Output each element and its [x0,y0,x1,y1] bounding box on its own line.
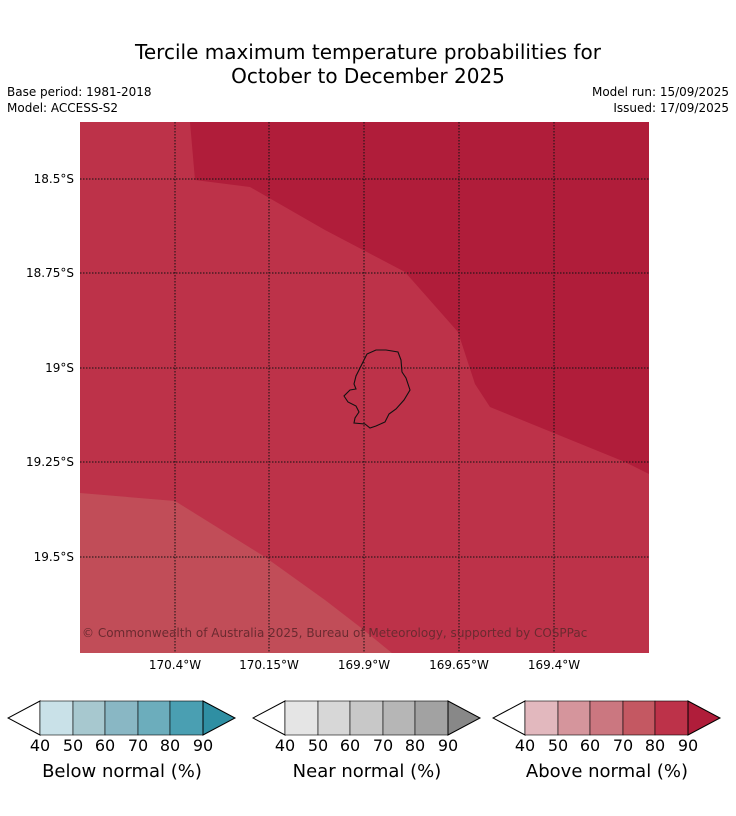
colorbar-above-swatch-0 [524,700,559,736]
colorbar-near-swatch-4 [414,700,449,736]
meta-right: Model run: 15/09/2025 Issued: 17/09/2025 [592,84,729,116]
colorbar-above-tick-90: 90 [677,736,699,755]
colorbar-near-label: Near normal (%) [292,761,442,782]
colorbar-near-tick-70: 70 [372,736,394,755]
map-canvas [80,122,649,653]
colorbar-near-swatch-1 [317,700,351,736]
lat-label-19: 19°S [45,361,74,375]
issued-date: Issued: 17/09/2025 [613,101,729,115]
colorbar-below-normal [7,700,237,736]
colorbar-near-arrow-left [252,700,286,736]
region-above-70 [80,493,392,653]
lat-label-18.5: 18.5°S [33,172,74,186]
lon-label-169.65: 169.65°W [429,658,489,672]
lon-label-170.4: 170.4°W [148,658,202,672]
gridlines [80,122,649,653]
colorbar-above-swatch-4 [654,700,689,736]
colorbar-below-swatch-4 [169,700,204,736]
colorbar-above-tick-80: 80 [644,736,666,755]
colorbar-below-tick-90: 90 [192,736,214,755]
lat-label-19.25: 19.25°S [26,455,74,469]
colorbar-near-tick-50: 50 [307,736,329,755]
colorbar-near-tick-40: 40 [274,736,296,755]
colorbar-below-tick-40: 40 [29,736,51,755]
colorbar-near-arrow-right [447,700,482,736]
colorbar-above-tick-50: 50 [547,736,569,755]
model-name: Model: ACCESS-S2 [7,101,119,115]
probability-map[interactable] [80,122,649,653]
colorbar-above-swatch-3 [622,700,656,736]
colorbar-above-tick-40: 40 [514,736,536,755]
colorbar-above-normal [492,700,722,736]
lat-label-19.5: 19.5°S [33,550,74,564]
colorbar-below-label: Below normal (%) [42,761,202,782]
colorbar-above-tick-70: 70 [612,736,634,755]
colorbar-near-normal [252,700,482,736]
colorbar-above-label: Above normal (%) [525,761,689,782]
colorbar-above-arrow-left [492,700,526,736]
page-title-line1: Tercile maximum temperature probabilitie… [135,40,601,64]
colorbar-below-swatch-0 [39,700,74,736]
lon-label-169.4: 169.4°W [527,658,581,672]
colorbar-near-swatch-2 [349,700,384,736]
colorbar-below-tick-70: 70 [127,736,149,755]
island-coastline [343,349,411,429]
meta-left: Base period: 1981-2018 Model: ACCESS-S2 [7,84,152,116]
colorbar-below-arrow-left [7,700,41,736]
base-period: Base period: 1981-2018 [7,85,152,99]
colorbar-below-swatch-1 [72,700,106,736]
lat-label-18.75: 18.75°S [26,266,74,280]
colorbar-above-arrow-right [687,700,722,736]
colorbar-below-tick-80: 80 [159,736,181,755]
colorbar-below-swatch-2 [104,700,139,736]
region-above-90 [190,122,649,474]
colorbar-below-tick-50: 50 [62,736,84,755]
page-title-line2: October to December 2025 [231,64,505,88]
colorbar-near-tick-90: 90 [437,736,459,755]
colorbar-below-tick-60: 60 [94,736,116,755]
colorbar-above-tick-60: 60 [579,736,601,755]
colorbar-above-swatch-2 [589,700,624,736]
model-run-date: Model run: 15/09/2025 [591,85,729,99]
colorbar-below-swatch-3 [137,700,171,736]
copyright-notice: © Commonwealth of Australia 2025, Bureau… [82,626,588,640]
colorbar-above-swatch-1 [557,700,591,736]
colorbar-near-tick-60: 60 [339,736,361,755]
colorbar-near-tick-80: 80 [404,736,426,755]
lon-label-169.9: 169.9°W [337,658,391,672]
colorbar-near-swatch-0 [284,700,319,736]
colorbar-near-swatch-3 [382,700,416,736]
lon-label-170.15: 170.15°W [239,658,299,672]
colorbar-below-arrow-right [202,700,237,736]
